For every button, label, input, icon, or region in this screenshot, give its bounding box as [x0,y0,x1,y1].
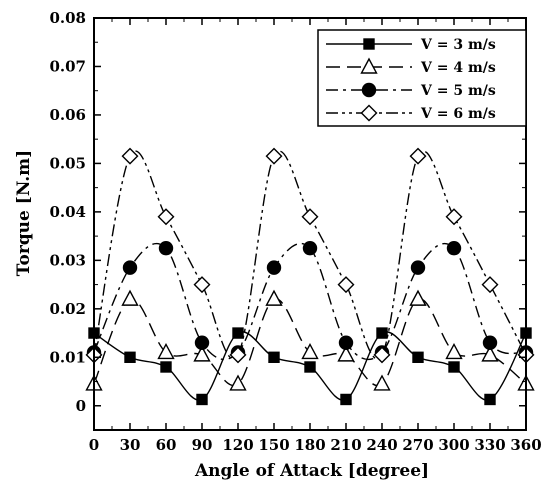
series-3-point [266,260,282,275]
series-4-point [337,276,355,294]
series-3-point [410,260,426,275]
x-tick-label: 270 [402,436,433,454]
series-1-point [232,327,244,339]
series-2-point [229,374,247,391]
series-2-point [445,342,463,360]
series-3-point [446,241,462,256]
y-tick-label: 0 [76,397,86,415]
x-tick-label: 210 [330,436,361,454]
series-3-point [482,335,498,350]
series-3-point [338,335,354,350]
x-tick-label: 90 [192,436,213,454]
series-1-point [448,361,460,373]
x-tick-label: 330 [474,436,505,454]
axis-tick-labels: 0 30 60 90 120 150 180 210 240 270 300 330 360 0 0.01 0… [49,9,541,454]
series-4-point [265,147,283,165]
legend: V = 3 m/s V = 4 m/s V = 5 m/s V = 6 m/s [317,29,527,127]
series-1-point [484,393,496,406]
series-4-point [481,276,499,294]
legend-label: V = 5 m/s [420,83,496,99]
series-2-point [301,342,319,360]
x-tick-label: 30 [120,436,141,454]
series-4-point [229,346,247,364]
legend-marker [360,57,378,74]
series-2-point [409,289,427,306]
x-axis-title: Angle of Attack [degree] [194,461,429,481]
series-1-point [268,351,280,363]
legend-label: V = 6 m/s [420,106,496,122]
series-1-point [160,361,172,373]
series-4-point [409,147,427,165]
y-tick-label: 0.06 [49,106,86,124]
series-1-point [376,327,388,339]
y-tick-label: 0.07 [49,57,86,75]
series-3-line [93,242,527,361]
series-1-point [196,393,208,406]
series-1-point [412,351,424,363]
series-3-point [302,241,318,256]
legend-marker [361,82,377,98]
y-tick-label: 0.04 [49,203,86,221]
legend-label: V = 3 m/s [420,37,496,53]
series-2-point [481,345,499,362]
legend-item-2: V = 4 m/s [326,57,496,76]
series-markers [85,147,535,406]
x-tick-label: 150 [258,436,289,454]
series-4-point [445,208,463,226]
series-2-point [373,374,391,391]
series-4-point [193,276,211,294]
series-2-point [193,345,211,362]
legend-label: V = 4 m/s [420,60,496,76]
series-1-point [304,361,316,373]
legend-marker [363,38,375,50]
series-3-point [194,335,210,350]
y-tick-label: 0.01 [49,348,86,366]
series-2-point [265,289,283,306]
y-tick-label: 0.03 [49,251,86,269]
series-1-point [124,351,136,363]
series-3-point [158,241,174,256]
series-2-point [337,345,355,362]
x-tick-label: 60 [156,436,177,454]
legend-item-4: V = 6 m/s [326,104,496,122]
x-tick-label: 180 [294,436,325,454]
y-tick-label: 0.05 [49,154,86,172]
y-tick-label: 0.08 [49,9,86,27]
series-2-point [157,342,175,360]
legend-box [317,29,527,127]
legend-marker [360,104,378,122]
series-4-point [121,147,139,165]
series-2-point [121,289,139,306]
series-4-point [157,208,175,226]
legend-item-3: V = 5 m/s [326,82,496,99]
y-axis-title: Torque [N.m] [14,150,34,276]
legend-item-1: V = 3 m/s [326,37,496,53]
plot-frame [93,17,527,431]
x-tick-label: 120 [222,436,253,454]
series-3-point [122,260,138,275]
series-4-line [93,150,527,360]
x-tick-label: 0 [89,436,99,454]
x-tick-label: 360 [510,436,541,454]
x-tick-label: 300 [438,436,469,454]
y-tick-label: 0.02 [49,300,86,318]
series-4-point [301,208,319,226]
series-4-point [373,346,391,364]
series-1-point [340,393,352,406]
x-tick-label: 240 [366,436,397,454]
